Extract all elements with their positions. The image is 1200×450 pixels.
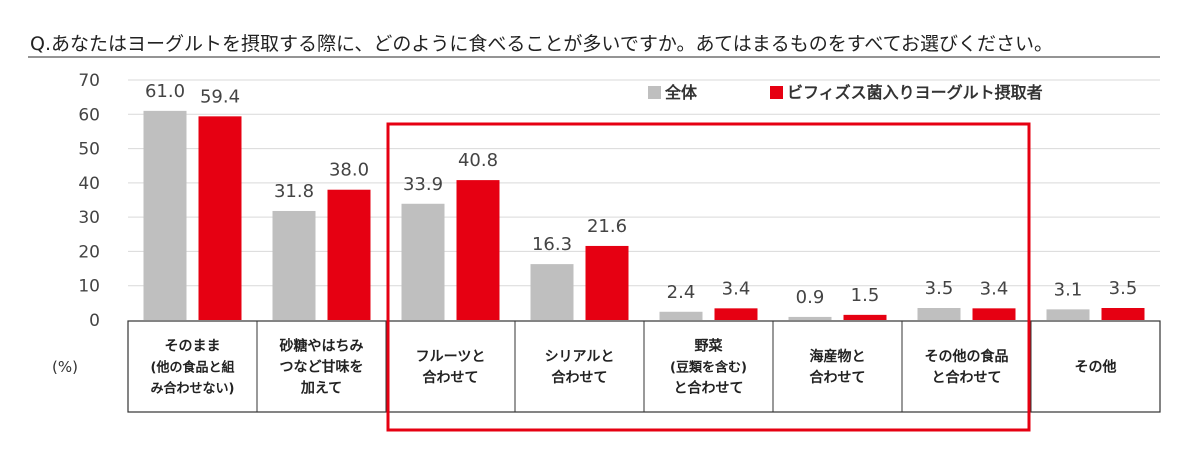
bar-overall-1 xyxy=(272,210,316,320)
value-label: 1.5 xyxy=(851,285,880,306)
value-label: 16.3 xyxy=(532,234,572,255)
value-label: 3.5 xyxy=(1109,278,1138,299)
category-label: フルーツと xyxy=(416,349,486,365)
value-label: 59.4 xyxy=(200,86,240,107)
value-label: 33.9 xyxy=(403,174,443,195)
y-tick-label: 50 xyxy=(78,140,100,160)
category-label: つなど甘味を xyxy=(280,359,364,376)
highlight-box xyxy=(386,122,1031,432)
bar-overall-0 xyxy=(143,110,187,320)
category-label: シリアルと xyxy=(545,349,615,365)
chart-title: Q.あなたはヨーグルトを摂取する際に、どのように食べることが多いですか。あてはま… xyxy=(30,33,1053,55)
y-tick-label: 70 xyxy=(78,71,100,91)
category-label: そのまま xyxy=(165,339,221,355)
y-tick-label: 10 xyxy=(78,277,100,297)
bar-bifidus-1 xyxy=(327,189,371,320)
category-label: と合わせて xyxy=(674,380,744,397)
category-label: (豆類を含む) xyxy=(670,360,747,376)
legend-swatch-overall xyxy=(648,86,661,99)
bar-bifidus-3 xyxy=(585,245,629,320)
category-label: 合わせて xyxy=(810,369,866,386)
category-label: 砂糖やはちみ xyxy=(279,338,364,355)
value-label: 0.9 xyxy=(796,287,825,308)
value-label: 61.0 xyxy=(145,81,185,102)
value-label: 3.4 xyxy=(980,278,1009,299)
category-label: その他 xyxy=(1075,359,1117,376)
bar-overall-3 xyxy=(530,264,574,320)
category-label: 海産物と xyxy=(810,348,866,365)
y-tick-label: 40 xyxy=(78,174,100,194)
bar-bifidus-4 xyxy=(714,308,758,320)
bar-bifidus-5 xyxy=(843,314,887,320)
value-label: 3.1 xyxy=(1054,279,1083,300)
y-tick-label: 20 xyxy=(78,242,100,262)
unit-label: (%) xyxy=(52,358,78,376)
category-label: と合わせて xyxy=(932,369,1002,386)
bar-overall-4 xyxy=(659,311,703,320)
value-label: 3.4 xyxy=(722,278,751,299)
category-label: (他の食品と組 xyxy=(151,360,235,376)
value-label: 2.4 xyxy=(667,282,696,303)
value-label: 31.8 xyxy=(274,181,314,202)
category-label: 合わせて xyxy=(423,369,479,386)
value-label: 21.6 xyxy=(587,216,627,237)
value-label: 3.5 xyxy=(925,278,954,299)
bar-overall-7 xyxy=(1046,309,1090,320)
bar-bifidus-0 xyxy=(198,116,242,320)
category-label: 合わせて xyxy=(552,369,608,386)
category-label: み合わせない) xyxy=(151,381,235,397)
y-tick-label: 60 xyxy=(78,105,100,125)
legend-label: 全体 xyxy=(664,83,698,102)
category-label: その他の食品 xyxy=(925,348,1009,365)
bar-overall-2 xyxy=(401,203,445,320)
value-label: 38.0 xyxy=(329,160,369,181)
bar-bifidus-6 xyxy=(972,308,1016,320)
legend-swatch-bifidus xyxy=(770,86,783,99)
category-label: 野菜 xyxy=(695,338,724,355)
y-tick-label: 30 xyxy=(78,208,100,228)
y-tick-label: 0 xyxy=(89,311,100,331)
bar-overall-5 xyxy=(788,316,832,320)
bar-overall-6 xyxy=(917,308,961,320)
bar-bifidus-7 xyxy=(1101,308,1145,320)
legend-label: ビフィズス菌入りヨーグルト摂取者 xyxy=(787,83,1043,102)
value-label: 40.8 xyxy=(458,150,498,171)
bar-bifidus-2 xyxy=(456,180,500,320)
category-label: 加えて xyxy=(300,381,342,397)
